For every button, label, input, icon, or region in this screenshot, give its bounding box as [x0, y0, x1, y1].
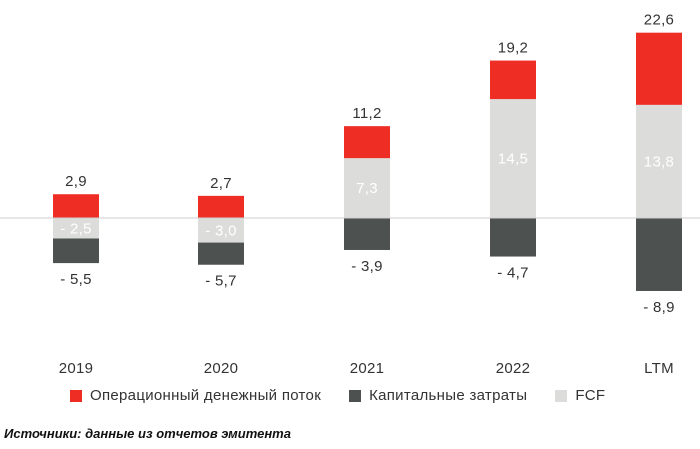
label-fcf-2021: 7,3	[356, 180, 378, 197]
label-fcf-2020: - 3,0	[205, 222, 237, 239]
x-tick-label-2019: 2019	[59, 360, 94, 377]
label-capex-2019: - 5,5	[60, 271, 92, 288]
bar-ocf-2020	[198, 195, 244, 218]
stacked-bar-chart: 2,9 - 5,5 - 2,5 2019 2,7 - 5,7 - 3,0 2020 11,2 - …	[0, 12, 700, 377]
label-capex-LTM: - 8,9	[643, 299, 675, 316]
legend-swatch-ocf	[70, 389, 82, 402]
legend-label-fcf: FCF	[575, 387, 606, 404]
label-fcf-2019: - 2,5	[60, 220, 92, 237]
bar-ocf-LTM	[636, 32, 682, 105]
bar-capex-LTM	[636, 218, 682, 291]
bar-ocf-2022	[490, 60, 536, 100]
legend-swatch-fcf	[555, 389, 568, 402]
bar-fcf-2022	[490, 99, 536, 218]
x-tick-label-2021: 2021	[350, 360, 385, 377]
bar-fcf-LTM	[636, 104, 682, 218]
label-capex-2021: - 3,9	[351, 258, 383, 275]
legend-item-capex: Капитальные затраты	[349, 387, 527, 404]
label-ocf-2021: 11,2	[352, 105, 381, 122]
label-ocf-2020: 2,7	[210, 175, 232, 192]
x-tick-label-2020: 2020	[204, 360, 239, 377]
bar-capex-2022	[490, 218, 536, 257]
bar-capex-2021	[344, 218, 390, 250]
legend-label-ocf: Операционный денежный поток	[90, 387, 322, 404]
label-fcf-LTM: 13,8	[644, 153, 674, 170]
label-fcf-2022: 14,5	[498, 151, 528, 168]
label-ocf-LTM: 22,6	[644, 12, 674, 29]
label-ocf-2022: 19,2	[498, 40, 528, 57]
label-ocf-2019: 2,9	[65, 173, 87, 190]
bar-ocf-2019	[53, 194, 99, 218]
x-tick-label-LTM: LTM	[644, 360, 674, 377]
bar-fcf-2020	[198, 218, 244, 243]
legend: Операционный денежный поток Капитальные …	[70, 387, 633, 404]
x-tick-label-2022: 2022	[496, 360, 531, 377]
label-capex-2020: - 5,7	[205, 273, 237, 290]
bar-ocf-2021	[344, 126, 390, 159]
legend-swatch-capex	[349, 389, 362, 402]
legend-item-fcf: FCF	[555, 387, 605, 404]
bar-fcf-2019	[53, 218, 99, 239]
bar-fcf-2021	[344, 158, 390, 218]
label-capex-2022: - 4,7	[497, 265, 529, 282]
source-note: Источники: данные из отчетов эмитента	[4, 426, 291, 441]
legend-item-ocf: Операционный денежный поток	[70, 387, 321, 404]
legend-label-capex: Капитальные затраты	[369, 387, 528, 404]
